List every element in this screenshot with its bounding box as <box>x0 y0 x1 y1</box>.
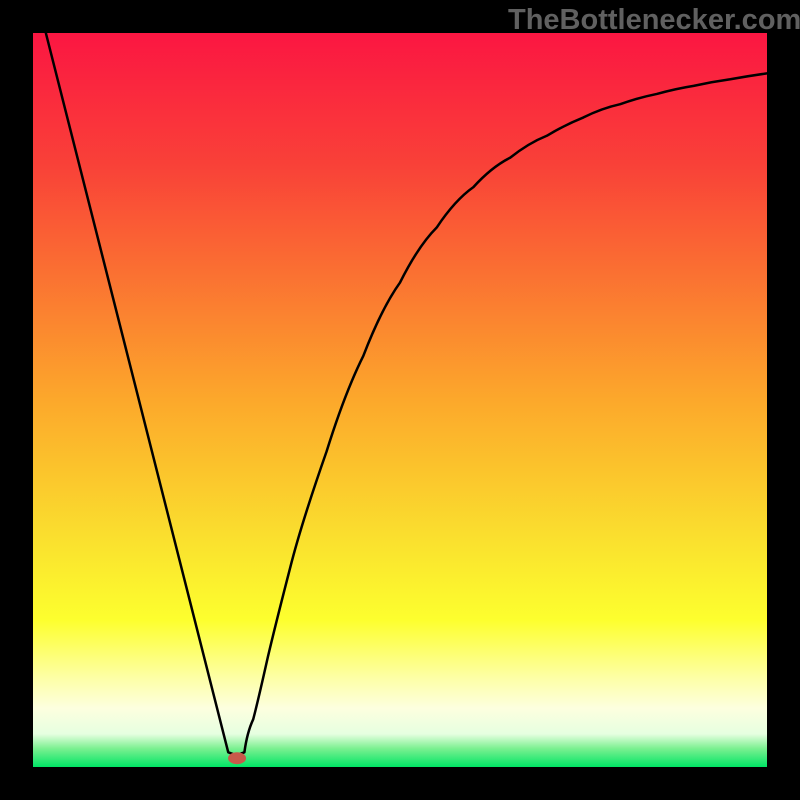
attribution-text: TheBottlenecker.com <box>508 4 800 37</box>
optimal-point-marker <box>228 752 246 764</box>
chart-frame <box>33 33 767 767</box>
chart-svg <box>33 33 767 767</box>
gradient-background <box>33 33 767 767</box>
